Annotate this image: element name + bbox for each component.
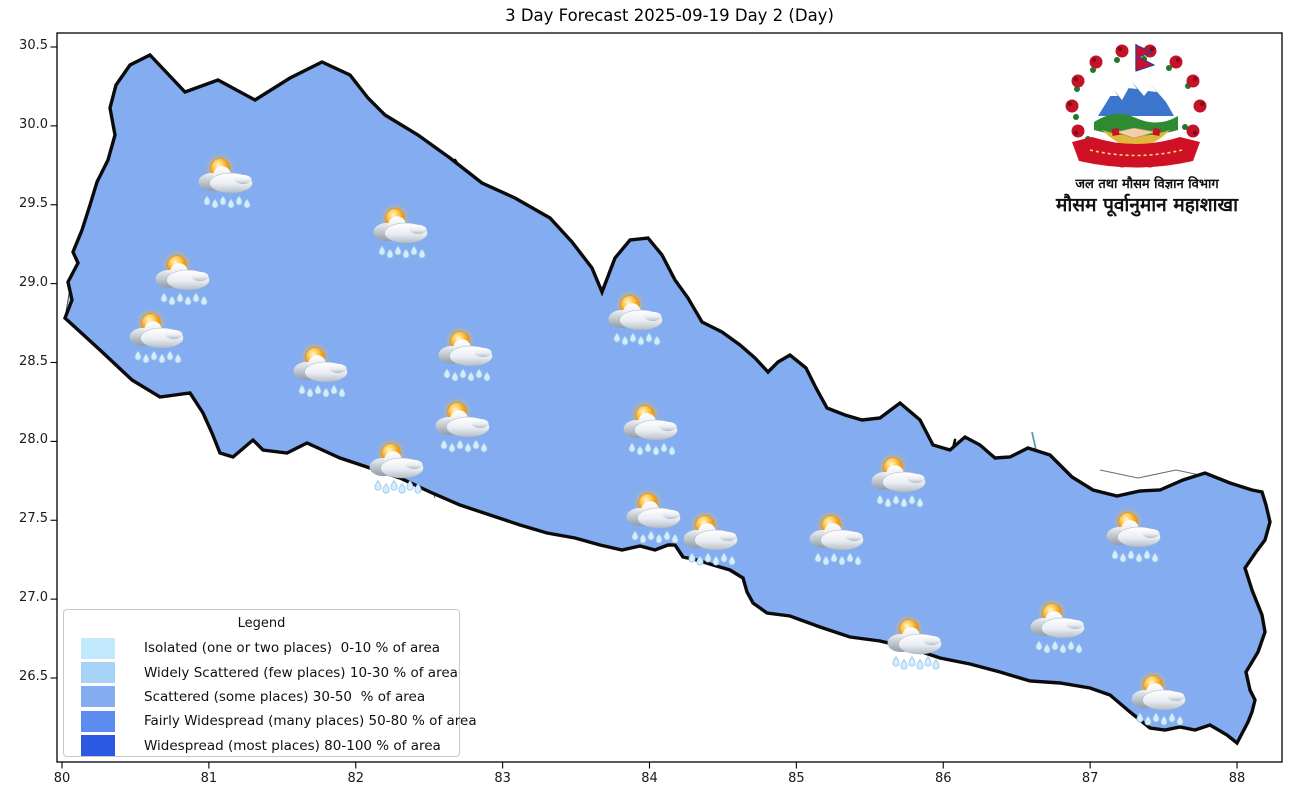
legend-label: Fairly Widespread (many places) 50-80 % … (144, 713, 477, 730)
y-tick-label: 27.5 (19, 511, 48, 527)
legend-swatch (81, 686, 115, 708)
legend-label: Scattered (some places) 30-50 % of area (144, 688, 426, 705)
legend-swatch (81, 637, 115, 659)
x-tick-label: 86 (934, 771, 952, 786)
emblem-base (1102, 130, 1170, 147)
x-tick-label: 80 (53, 771, 71, 786)
emblem-banner (1072, 137, 1200, 168)
nepal-flag (1135, 44, 1156, 72)
y-tick-label: 29.5 (19, 195, 48, 211)
page-title: 3 Day Forecast 2025-09-19 Day 2 (Day) (505, 6, 834, 25)
dhm-logo (1065, 44, 1207, 168)
emblem-snow (1110, 82, 1157, 96)
legend-title: Legend (237, 616, 286, 631)
y-tick-label: 28.5 (19, 353, 48, 369)
x-tick-label: 87 (1081, 771, 1099, 786)
org-name-line2: मौसम पूर्वानुमान महाशाखा (1055, 194, 1239, 216)
nepal-map (63, 53, 1272, 745)
legend-label: Widely Scattered (few places) 10-30 % of… (144, 664, 458, 681)
legend-swatch (81, 662, 115, 684)
legend-item: Scattered (some places) 30-50 % of area (64, 685, 459, 709)
x-tick-label: 83 (494, 771, 511, 786)
y-tick-label: 30.5 (19, 38, 48, 53)
y-tick-label: 29.0 (19, 274, 48, 290)
legend-item: Fairly Widespread (many places) 50-80 % … (64, 709, 477, 733)
x-tick-label: 81 (200, 771, 218, 786)
legend-item: Isolated (one or two places) 0-10 % of a… (64, 636, 459, 660)
x-tick-label: 85 (788, 771, 805, 786)
org-name-line1: जल तथा मौसम विज्ञान विभाग (1075, 177, 1219, 192)
x-tick-label: 88 (1228, 771, 1246, 786)
legend-label: Isolated (one or two places) 0-10 % of a… (144, 640, 441, 657)
y-tick-label: 26.5 (19, 669, 48, 684)
y-tick-label: 30.0 (19, 116, 48, 132)
legend-swatch (81, 735, 115, 757)
legend: Legend Isolated (one or two places) 0-10… (63, 609, 477, 758)
y-tick-label: 28.0 (19, 432, 48, 448)
x-tick-label: 84 (641, 771, 658, 786)
legend-item: Widely Scattered (few places) 10-30 % of… (64, 660, 459, 684)
legend-swatch (81, 710, 115, 732)
axis-tick-marks (50, 46, 1238, 769)
legend-item: Widespread (most places) 80-100 % of are… (64, 734, 459, 758)
y-tick-label: 27.0 (19, 590, 48, 606)
legend-label: Widespread (most places) 80-100 % of are… (144, 737, 441, 754)
x-tick-label: 82 (347, 771, 365, 786)
